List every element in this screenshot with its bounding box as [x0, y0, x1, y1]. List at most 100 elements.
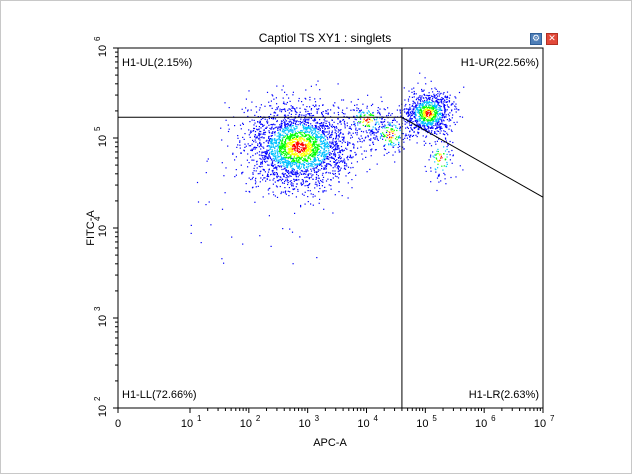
event-dot [272, 146, 274, 148]
quadrant-gate[interactable] [118, 48, 544, 408]
event-dot [412, 110, 414, 113]
event-dot [305, 159, 307, 161]
event-dot [298, 161, 300, 163]
event-dot [415, 126, 417, 128]
gear-icon[interactable]: ⚙ [530, 33, 542, 45]
event-dot [307, 145, 309, 147]
event-dot [369, 114, 371, 116]
event-dot [221, 162, 223, 164]
event-dot [278, 166, 281, 168]
event-dot [328, 163, 330, 165]
event-dot [310, 129, 312, 131]
event-dot [311, 153, 313, 155]
event-dot [297, 150, 299, 152]
event-dot [331, 134, 333, 136]
event-dot [280, 165, 282, 167]
event-dot [264, 155, 266, 157]
event-dot [321, 141, 323, 143]
event-dot [318, 127, 320, 129]
event-dot [424, 99, 426, 102]
event-dot [383, 121, 386, 123]
event-dot [330, 185, 332, 187]
event-dot [423, 102, 425, 104]
event-dot [289, 119, 291, 121]
event-dot [426, 107, 429, 109]
x-tick-label: 10 [181, 418, 193, 430]
event-dot [377, 107, 379, 109]
event-dot [278, 139, 280, 141]
event-dot [265, 161, 267, 163]
event-dot [296, 147, 298, 149]
event-dot [346, 122, 348, 124]
event-dot [384, 125, 387, 127]
event-dot [366, 171, 368, 173]
event-dot [309, 137, 311, 139]
event-dot [445, 114, 447, 116]
event-dot [305, 180, 307, 182]
event-dot [302, 142, 304, 144]
event-dot [383, 154, 385, 156]
event-dot [340, 157, 342, 159]
event-dot [285, 120, 288, 122]
gate-diagonal-line[interactable] [401, 116, 544, 198]
event-dot [332, 139, 334, 141]
event-dot [365, 130, 367, 132]
event-dot [322, 190, 324, 192]
event-dot [313, 169, 315, 171]
event-dot [393, 119, 395, 121]
event-dot [449, 94, 451, 96]
event-dot [370, 131, 372, 133]
event-dot [312, 174, 314, 176]
event-dot [265, 127, 267, 129]
event-dot [345, 175, 347, 177]
event-dot [279, 126, 281, 128]
close-icon[interactable]: ✕ [546, 33, 558, 45]
event-dot [387, 114, 389, 116]
event-dot [428, 159, 430, 161]
event-dot [372, 143, 375, 145]
event-dot [347, 197, 349, 199]
event-dot [289, 143, 291, 145]
event-dot [279, 148, 281, 150]
event-dot [342, 119, 345, 121]
event-dot [435, 121, 437, 123]
event-dot [434, 96, 436, 98]
event-dot [306, 152, 308, 155]
event-dot [372, 103, 374, 105]
event-dot [311, 155, 313, 157]
event-dot [273, 157, 275, 159]
event-dot [261, 161, 263, 163]
event-dot [276, 173, 278, 175]
event-dot [281, 123, 283, 125]
event-dot [354, 104, 356, 106]
event-dot [287, 160, 289, 162]
event-dot [378, 111, 380, 113]
event-dot [303, 167, 305, 170]
event-dot [327, 138, 329, 140]
event-dot [422, 90, 424, 92]
event-dot [370, 149, 372, 151]
event-dot [315, 136, 317, 138]
event-dot [396, 109, 398, 111]
event-dot [301, 164, 303, 166]
event-dot [409, 117, 411, 119]
event-dot [279, 185, 281, 188]
event-dot [450, 176, 452, 179]
event-dot [411, 114, 414, 116]
event-dot [321, 122, 323, 124]
event-dot [332, 137, 334, 140]
event-dot [298, 174, 300, 176]
event-dot [362, 131, 365, 133]
event-dot [274, 142, 276, 144]
event-dot [263, 177, 265, 179]
event-dot [309, 141, 311, 143]
event-dot [310, 154, 312, 156]
event-dot [419, 110, 421, 112]
event-dot [248, 129, 250, 131]
event-dot [432, 119, 434, 121]
event-dot [266, 157, 268, 160]
event-dot [344, 113, 346, 115]
event-dot [274, 134, 276, 136]
event-dot [286, 165, 288, 167]
event-dot [389, 133, 391, 135]
